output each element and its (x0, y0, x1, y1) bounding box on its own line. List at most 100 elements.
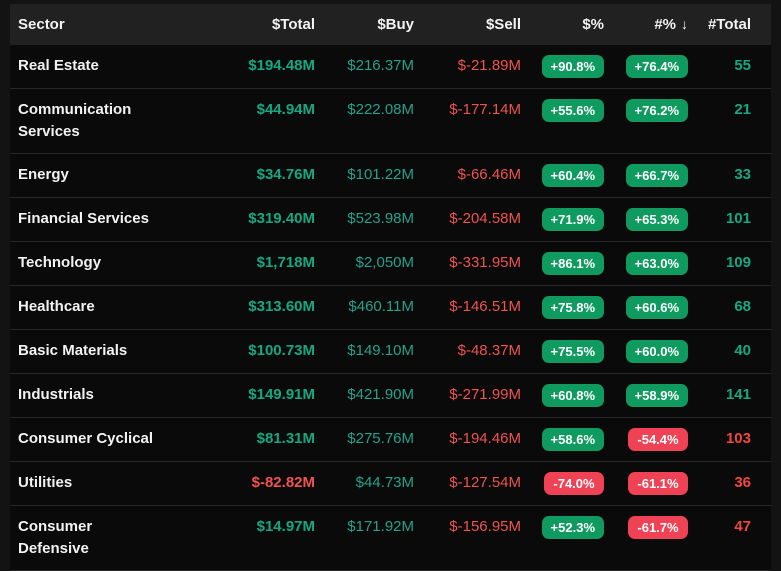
dollar-sell-cell: $-21.89M (457, 57, 521, 74)
dollar-buy-cell: $275.76M (347, 430, 414, 447)
dollar-total-cell: $319.40M (248, 210, 315, 227)
sector-name-cell: Real Estate (18, 57, 99, 74)
count-percent-cell: -61.1% (604, 472, 688, 495)
dollar-total-cell: $44.94M (256, 101, 315, 118)
count-total-cell: 103 (725, 430, 751, 447)
dollar-buy-cell: $421.90M (347, 386, 414, 403)
dollar-percent-badge: +55.6% (541, 99, 604, 122)
dollar-percent-cell: +75.5% (521, 340, 604, 363)
column-header-count-total[interactable]: #Total (707, 16, 751, 33)
count-percent-cell: +63.0% (604, 252, 688, 275)
sector-name-cell: Utilities (18, 474, 73, 491)
dollar-buy-cell: $101.22M (347, 166, 414, 183)
dollar-percent-badge: +71.9% (541, 208, 604, 231)
dollar-percent-cell: +90.8% (521, 55, 604, 78)
sector-table-row[interactable]: Communication Services $44.94M $222.08M … (10, 89, 771, 154)
sector-table-row[interactable]: Consumer Defensive $14.97M $171.92M $-15… (10, 506, 771, 571)
dollar-buy-cell: $216.37M (347, 57, 414, 74)
sector-table-row[interactable]: Energy $34.76M $101.22M $-66.46M +60.4% … (10, 154, 771, 198)
dollar-sell-cell: $-177.14M (449, 101, 521, 118)
dollar-buy-cell: $460.11M (348, 298, 414, 315)
dollar-percent-badge: +60.8% (541, 384, 604, 407)
count-total-cell: 55 (734, 57, 751, 74)
column-header-dollar-total[interactable]: $Total (271, 16, 315, 33)
count-percent-badge: -61.1% (628, 472, 688, 495)
count-percent-cell: +65.3% (604, 208, 688, 231)
dollar-percent-badge: +86.1% (541, 252, 604, 275)
count-total-cell: 101 (725, 210, 751, 227)
dollar-percent-cell: +75.8% (521, 296, 604, 319)
dollar-total-cell: $-82.82M (251, 474, 315, 491)
sector-name-cell: Communication Services (18, 101, 132, 140)
sector-name-cell: Consumer Defensive (18, 518, 93, 557)
count-total-cell: 68 (734, 298, 751, 315)
dollar-percent-cell: +52.3% (521, 516, 604, 539)
dollar-percent-badge: -74.0% (544, 472, 604, 495)
dollar-total-cell: $14.97M (256, 518, 315, 535)
dollar-sell-cell: $-48.37M (457, 342, 521, 359)
count-percent-badge: +60.6% (625, 296, 688, 319)
dollar-percent-cell: +71.9% (521, 208, 604, 231)
count-percent-cell: -61.7% (604, 516, 688, 539)
sector-table-row[interactable]: Real Estate $194.48M $216.37M $-21.89M +… (10, 45, 771, 89)
sector-name-cell: Technology (18, 254, 102, 271)
sector-table-row[interactable]: Financial Services $319.40M $523.98M $-2… (10, 198, 771, 242)
dollar-buy-cell: $44.73M (355, 474, 414, 491)
count-percent-cell: +66.7% (604, 164, 688, 187)
column-header-dollar-sell[interactable]: $Sell (485, 16, 521, 33)
dollar-buy-cell: $149.10M (347, 342, 414, 359)
dollar-percent-cell: +60.8% (521, 384, 604, 407)
sort-descending-icon: ↓ (681, 16, 688, 32)
count-total-cell: 40 (734, 342, 751, 359)
sector-table-row[interactable]: Healthcare $313.60M $460.11M $-146.51M +… (10, 286, 771, 330)
dollar-total-cell: $1,718M (256, 254, 315, 271)
column-header-dollar-percent[interactable]: $% (582, 16, 604, 33)
sector-table-body: Real Estate $194.48M $216.37M $-21.89M +… (10, 45, 771, 571)
column-header-count-percent[interactable]: #% ↓ (654, 16, 688, 33)
sector-table-row[interactable]: Industrials $149.91M $421.90M $-271.99M … (10, 374, 771, 418)
dollar-buy-cell: $2,050M (355, 254, 414, 271)
count-total-cell: 21 (734, 101, 751, 118)
count-percent-cell: +58.9% (604, 384, 688, 407)
dollar-sell-cell: $-66.46M (457, 166, 521, 183)
dollar-sell-cell: $-156.95M (449, 518, 521, 535)
dollar-percent-cell: +55.6% (521, 99, 604, 122)
sector-name-cell: Energy (18, 166, 69, 183)
count-percent-badge: -61.7% (628, 516, 688, 539)
dollar-buy-cell: $222.08M (347, 101, 414, 118)
dollar-percent-badge: +75.8% (541, 296, 604, 319)
sector-name-cell: Healthcare (18, 298, 95, 315)
column-header-dollar-buy[interactable]: $Buy (377, 16, 414, 33)
sector-name-cell: Financial Services (18, 210, 149, 227)
count-percent-cell: +76.2% (604, 99, 688, 122)
count-percent-badge: +65.3% (625, 208, 688, 231)
dollar-total-cell: $34.76M (256, 166, 315, 183)
sector-table-row[interactable]: Utilities $-82.82M $44.73M $-127.54M -74… (10, 462, 771, 506)
dollar-buy-cell: $523.98M (347, 210, 414, 227)
count-percent-cell: +76.4% (604, 55, 688, 78)
count-percent-badge: +60.0% (625, 340, 688, 363)
dollar-sell-cell: $-204.58M (449, 210, 521, 227)
count-percent-badge: +66.7% (625, 164, 688, 187)
count-percent-badge: +76.2% (625, 99, 688, 122)
dollar-percent-cell: +60.4% (521, 164, 604, 187)
sector-table-row[interactable]: Technology $1,718M $2,050M $-331.95M +86… (10, 242, 771, 286)
sector-table-row[interactable]: Consumer Cyclical $81.31M $275.76M $-194… (10, 418, 771, 462)
dollar-percent-badge: +60.4% (541, 164, 604, 187)
sector-name-cell: Industrials (18, 386, 94, 403)
column-header-sector[interactable]: Sector (18, 16, 65, 33)
count-percent-badge: +58.9% (625, 384, 688, 407)
dollar-percent-badge: +90.8% (541, 55, 604, 78)
count-percent-cell: -54.4% (604, 428, 688, 451)
dollar-percent-badge: +52.3% (541, 516, 604, 539)
dollar-percent-badge: +58.6% (541, 428, 604, 451)
table-header: Sector $Total $Buy $Sell $% #% ↓ #Total (10, 4, 771, 45)
sector-name-cell: Basic Materials (18, 342, 128, 359)
sector-table-row[interactable]: Basic Materials $100.73M $149.10M $-48.3… (10, 330, 771, 374)
dollar-total-cell: $194.48M (248, 57, 315, 74)
dollar-sell-cell: $-146.51M (449, 298, 521, 315)
count-total-cell: 47 (734, 518, 751, 535)
dollar-total-cell: $149.91M (248, 386, 315, 403)
dollar-sell-cell: $-331.95M (449, 254, 521, 271)
dollar-total-cell: $100.73M (248, 342, 315, 359)
